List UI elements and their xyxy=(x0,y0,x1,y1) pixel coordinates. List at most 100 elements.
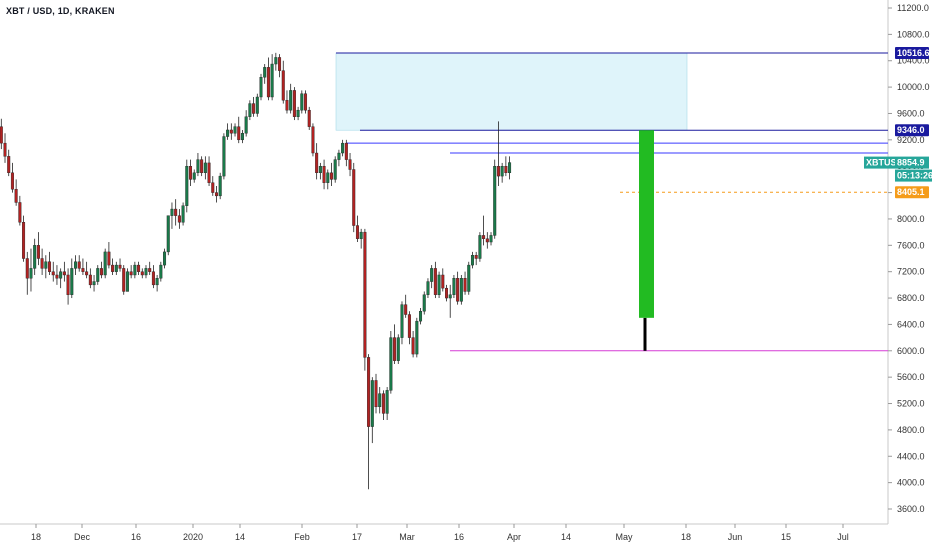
candle-body[interactable] xyxy=(285,100,289,111)
candle-body[interactable] xyxy=(352,169,356,226)
candle-body[interactable] xyxy=(489,235,493,243)
candle-body[interactable] xyxy=(348,159,352,170)
candle-body[interactable] xyxy=(411,337,415,355)
candle-body[interactable] xyxy=(129,271,133,276)
candle-body[interactable] xyxy=(55,274,59,279)
candle-body[interactable] xyxy=(437,274,441,295)
candle-body[interactable] xyxy=(467,264,471,292)
candle-body[interactable] xyxy=(29,268,33,279)
candle-body[interactable] xyxy=(92,281,96,286)
candle-body[interactable] xyxy=(496,166,500,177)
candle-body[interactable] xyxy=(155,278,159,286)
candle-body[interactable] xyxy=(140,271,144,276)
candle-body[interactable] xyxy=(470,255,474,266)
candle-body[interactable] xyxy=(107,251,111,266)
candle-body[interactable] xyxy=(244,116,248,134)
candle-body[interactable] xyxy=(177,215,181,223)
candle-body[interactable] xyxy=(7,156,11,174)
candle-body[interactable] xyxy=(114,264,118,272)
candle-body[interactable] xyxy=(25,258,29,279)
candle-body[interactable] xyxy=(482,235,486,239)
candle-body[interactable] xyxy=(370,380,374,427)
candle-body[interactable] xyxy=(62,271,66,276)
candle-body[interactable] xyxy=(493,166,497,236)
candle-body[interactable] xyxy=(73,261,77,269)
candle-body[interactable] xyxy=(304,93,308,111)
candle-body[interactable] xyxy=(22,222,26,259)
candle-body[interactable] xyxy=(211,182,215,193)
candle-body[interactable] xyxy=(151,271,155,286)
candle-body[interactable] xyxy=(189,166,193,180)
candle-body[interactable] xyxy=(300,93,304,111)
candle-body[interactable] xyxy=(463,278,467,292)
candle-body[interactable] xyxy=(445,287,449,299)
candle-body[interactable] xyxy=(396,337,400,361)
candle-body[interactable] xyxy=(270,63,274,98)
candle-body[interactable] xyxy=(203,162,207,174)
candle-body[interactable] xyxy=(226,129,230,137)
candle-body[interactable] xyxy=(326,172,330,183)
candle-body[interactable] xyxy=(96,268,100,282)
candle-body[interactable] xyxy=(296,109,300,117)
candle-body[interactable] xyxy=(185,166,189,206)
candle-body[interactable] xyxy=(144,268,148,276)
candle-body[interactable] xyxy=(278,57,282,71)
candle-body[interactable] xyxy=(322,166,326,183)
candle-body[interactable] xyxy=(3,142,7,157)
candle-body[interactable] xyxy=(381,393,385,414)
candle-body[interactable] xyxy=(48,261,52,272)
candle-body[interactable] xyxy=(374,380,378,408)
candle-body[interactable] xyxy=(318,166,322,174)
candle-body[interactable] xyxy=(85,271,89,276)
candle-body[interactable] xyxy=(99,268,103,276)
candle-body[interactable] xyxy=(77,261,81,269)
candle-body[interactable] xyxy=(122,268,126,292)
candle-body[interactable] xyxy=(433,268,437,295)
candle-body[interactable] xyxy=(70,268,74,295)
candle-body[interactable] xyxy=(166,215,170,253)
candle-body[interactable] xyxy=(389,337,393,391)
candle-body[interactable] xyxy=(266,67,270,98)
candle-body[interactable] xyxy=(252,103,256,114)
candle-body[interactable] xyxy=(504,166,508,174)
candle-body[interactable] xyxy=(51,271,55,276)
candle-body[interactable] xyxy=(367,357,371,427)
candle-body[interactable] xyxy=(170,208,174,216)
candle-body[interactable] xyxy=(88,274,92,286)
candle-body[interactable] xyxy=(419,311,423,322)
candle-body[interactable] xyxy=(281,70,285,101)
candle-body[interactable] xyxy=(478,235,482,259)
candle-body[interactable] xyxy=(393,337,397,361)
candle-body[interactable] xyxy=(355,225,359,239)
candle-body[interactable] xyxy=(500,166,504,177)
candle-body[interactable] xyxy=(441,274,445,289)
candle-body[interactable] xyxy=(196,159,200,174)
candle-body[interactable] xyxy=(59,271,63,279)
candle-body[interactable] xyxy=(344,142,348,160)
candle-body[interactable] xyxy=(329,172,333,180)
candle-body[interactable] xyxy=(448,294,452,299)
candle-body[interactable] xyxy=(459,278,463,302)
candle-body[interactable] xyxy=(378,393,382,408)
candle-body[interactable] xyxy=(259,77,263,98)
candle-body[interactable] xyxy=(36,245,40,259)
candle-body[interactable] xyxy=(33,245,37,269)
candle-body[interactable] xyxy=(508,162,512,174)
candle-body[interactable] xyxy=(363,231,367,358)
candle-body[interactable] xyxy=(18,202,22,223)
candle-body[interactable] xyxy=(240,133,244,141)
candle-body[interactable] xyxy=(456,278,460,302)
candle-body[interactable] xyxy=(426,281,430,295)
candle-body[interactable] xyxy=(255,96,259,114)
candle-body[interactable] xyxy=(337,152,341,160)
candle-body[interactable] xyxy=(385,390,389,414)
candle-body[interactable] xyxy=(233,126,237,134)
candle-body[interactable] xyxy=(10,172,14,190)
candle-body[interactable] xyxy=(118,264,122,269)
candle-body[interactable] xyxy=(407,314,411,338)
candle-body[interactable] xyxy=(333,159,337,180)
candle-body[interactable] xyxy=(159,264,163,279)
candle-body[interactable] xyxy=(474,255,478,259)
candle-body[interactable] xyxy=(430,268,434,282)
